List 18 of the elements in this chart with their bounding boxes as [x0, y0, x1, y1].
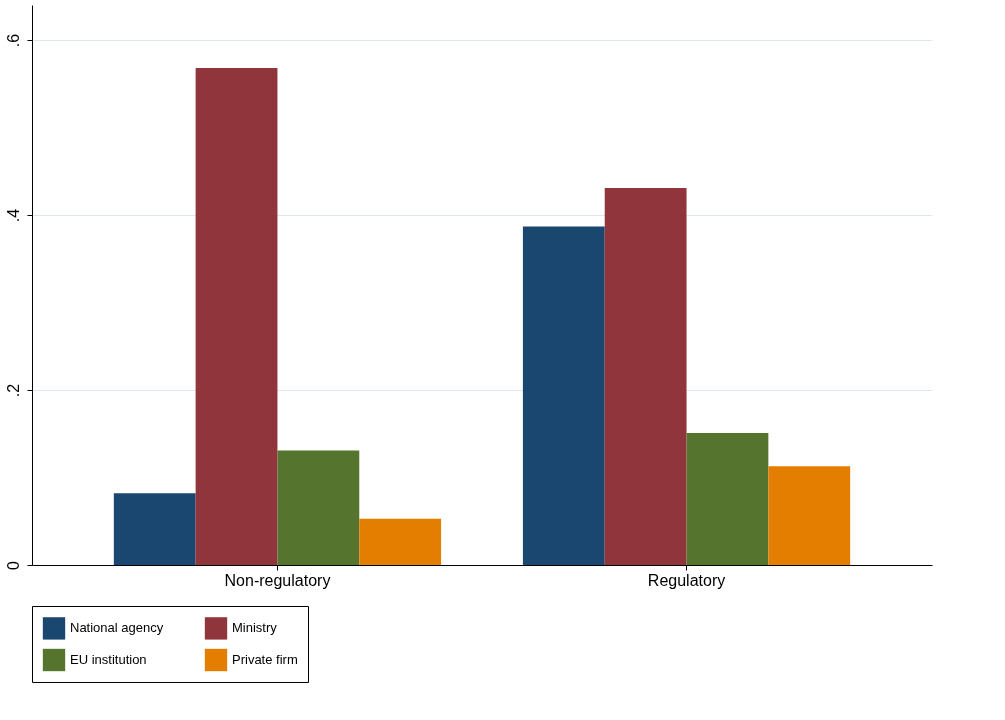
- legend-label: Private firm: [232, 652, 298, 667]
- bar: [195, 68, 278, 565]
- bar: [768, 466, 851, 565]
- y-tick-label: 0: [4, 560, 22, 570]
- legend-label: National agency: [70, 620, 164, 636]
- bar: [113, 493, 196, 565]
- legend-label: EU institution: [70, 652, 147, 667]
- bar: [277, 450, 360, 565]
- bar: [522, 226, 605, 565]
- bar: [359, 518, 442, 565]
- bar: [604, 187, 687, 565]
- x-tick-label: Regulatory: [647, 571, 726, 589]
- y-tick-label: .2: [4, 383, 22, 398]
- y-tick-label: .6: [4, 33, 22, 48]
- bar: [686, 432, 769, 565]
- x-tick-label: Non-regulatory: [224, 571, 331, 589]
- legend-label: Ministry: [232, 620, 278, 636]
- y-tick-label: .4: [4, 208, 22, 223]
